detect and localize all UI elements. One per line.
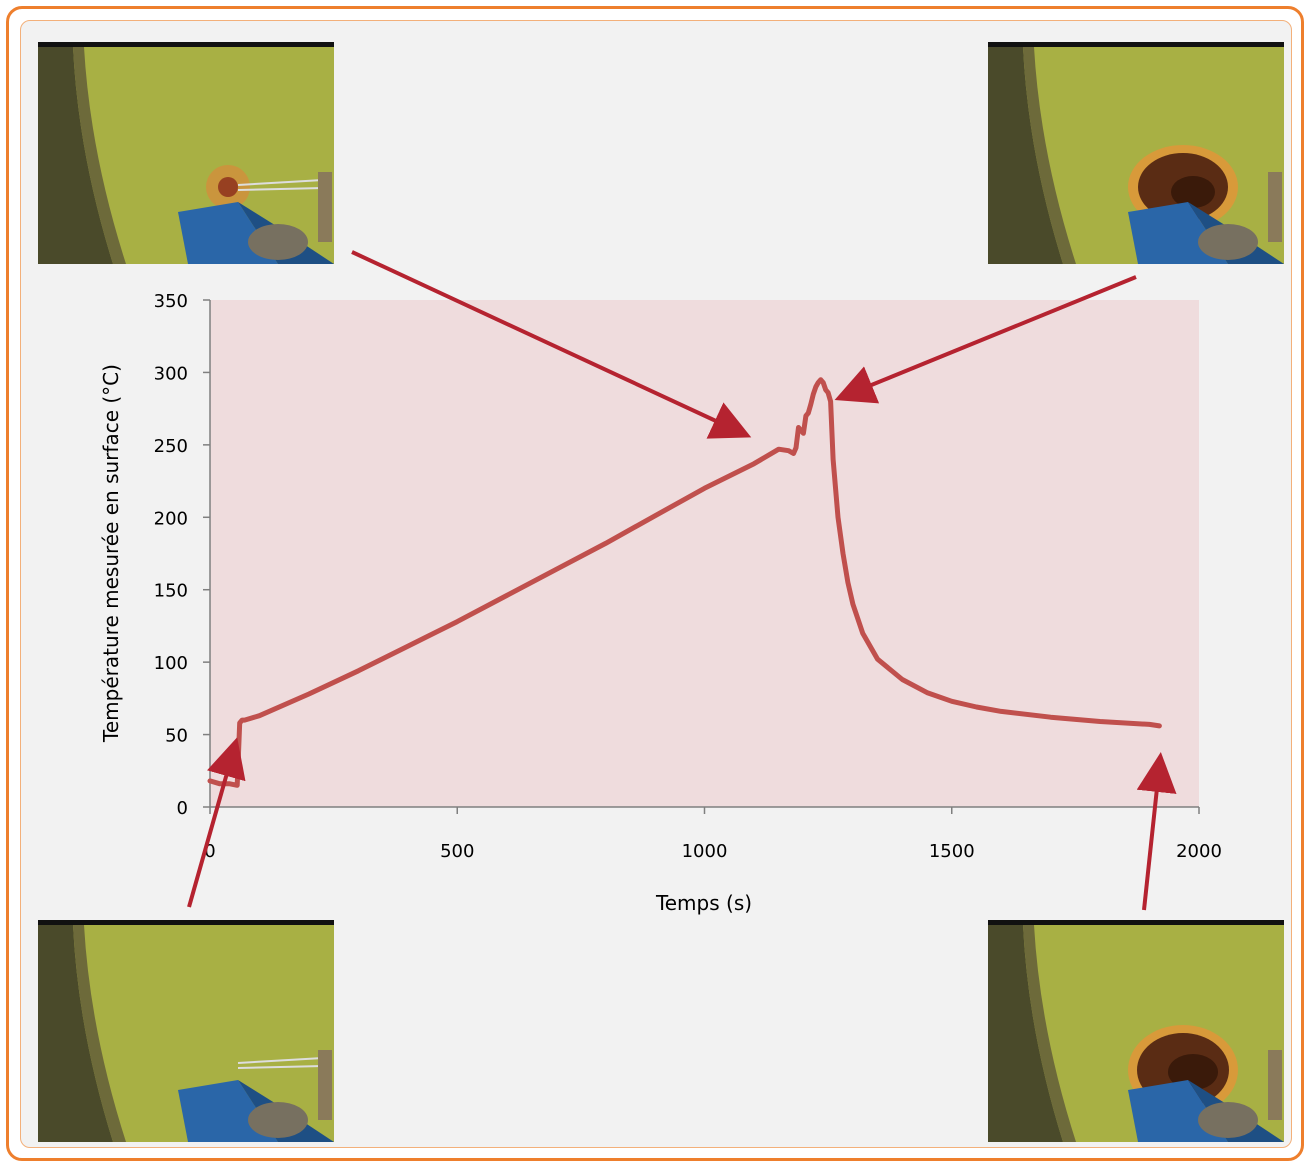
photo-bottom-right bbox=[988, 920, 1284, 1142]
y-tick-label: 250 bbox=[154, 436, 188, 457]
y-tick-label: 350 bbox=[154, 291, 188, 312]
photo-top-right bbox=[988, 42, 1284, 264]
y-tick-label: 150 bbox=[154, 581, 188, 602]
annotation-arrows bbox=[187, 250, 1177, 911]
arrow-bottom-left bbox=[187, 737, 246, 908]
photo-bottom-left bbox=[38, 920, 334, 1142]
y-tick-label: 100 bbox=[154, 653, 188, 674]
x-tick-label: 500 bbox=[440, 841, 474, 862]
tick-labels: 0 50 100 150 200 250 300 350 0 500 1000 1500 2000 bbox=[154, 291, 1222, 862]
plot-area bbox=[210, 300, 1199, 807]
x-axis-label: Temps (s) bbox=[655, 891, 752, 915]
x-tick-label: 2000 bbox=[1176, 841, 1222, 862]
y-tick-label: 50 bbox=[165, 726, 188, 747]
y-axis-label: Température mesurée en surface (°C) bbox=[99, 364, 123, 743]
y-tick-label: 200 bbox=[154, 508, 188, 529]
series-line bbox=[207, 377, 1162, 788]
photo-top-left bbox=[38, 42, 334, 264]
x-tick-label: 0 bbox=[204, 841, 215, 862]
x-tick-label: 1500 bbox=[929, 841, 975, 862]
y-tick-label: 300 bbox=[154, 363, 188, 384]
x-tick-label: 1000 bbox=[682, 841, 728, 862]
y-tick-label: 0 bbox=[177, 798, 188, 819]
arrow-top-right bbox=[834, 275, 1137, 404]
arrow-top-left bbox=[351, 250, 752, 439]
arrow-bottom-right bbox=[1136, 752, 1177, 911]
